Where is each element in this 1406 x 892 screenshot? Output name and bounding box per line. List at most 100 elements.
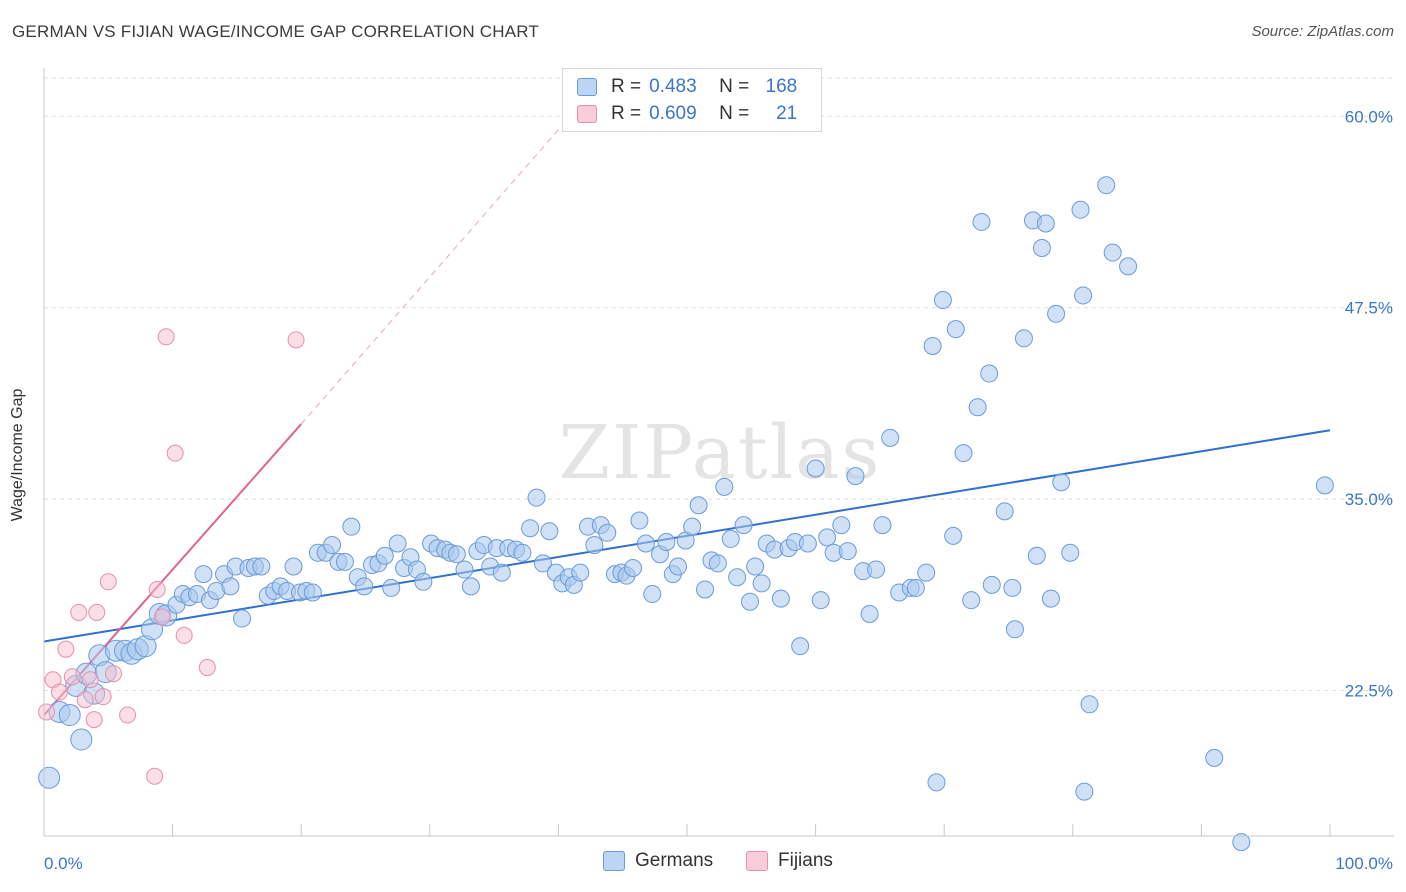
germans-swatch: [577, 78, 597, 96]
points-layer: [38, 176, 1334, 852]
german-point: [284, 557, 303, 576]
german-point: [791, 637, 810, 656]
german-point: [447, 545, 466, 564]
n-value: 168: [765, 76, 798, 97]
fijian-point: [85, 711, 103, 729]
german-point: [585, 536, 604, 555]
german-point: [832, 516, 851, 535]
german-point: [355, 577, 374, 596]
fijian-point: [88, 603, 106, 621]
fijian-point: [50, 683, 68, 701]
fijian-trend-extension: [300, 122, 566, 425]
legend-item-fijians[interactable]: Fijians: [746, 850, 833, 872]
german-point: [1032, 238, 1051, 257]
x-tick-label: 100.0%: [1335, 854, 1393, 873]
fijian-point: [70, 603, 88, 621]
legend-row-germans: R = 0.483 N = 168: [577, 74, 797, 100]
legend-label-fijians: Fijians: [778, 850, 833, 871]
source-label: Source: ZipAtlas.com: [1251, 23, 1394, 40]
german-point: [233, 609, 252, 628]
german-point: [1047, 304, 1066, 323]
german-point: [1074, 286, 1093, 305]
y-tick-label: 60.0%: [1345, 107, 1393, 126]
x-tick-label: 0.0%: [44, 854, 83, 873]
german-point: [513, 543, 532, 562]
german-point: [1052, 473, 1071, 492]
german-point: [335, 552, 354, 571]
german-point: [881, 428, 900, 447]
german-point: [982, 575, 1001, 594]
german-point: [1232, 833, 1251, 852]
german-point: [1205, 748, 1224, 767]
n-label: N =: [719, 76, 750, 97]
german-point: [492, 563, 511, 582]
german-point: [811, 591, 830, 610]
y-tick-label: 22.5%: [1345, 682, 1393, 701]
german-point: [771, 589, 790, 608]
german-point: [533, 554, 552, 573]
german-point: [630, 511, 649, 530]
german-point: [946, 320, 965, 339]
fijian-point: [153, 608, 171, 626]
german-point: [846, 467, 865, 486]
german-point: [917, 563, 936, 582]
legend-item-germans[interactable]: Germans: [603, 850, 713, 872]
grid-layer: [44, 77, 1394, 692]
german-point: [527, 488, 546, 507]
german-point: [728, 568, 747, 587]
r-label: R =: [611, 76, 642, 97]
german-point: [668, 557, 687, 576]
german-point: [598, 523, 617, 542]
fijian-point: [38, 703, 56, 721]
german-point: [923, 336, 942, 355]
german-point: [1005, 620, 1024, 639]
german-point: [194, 565, 213, 584]
german-point: [303, 583, 322, 602]
german-point: [708, 554, 727, 573]
legend-row-fijians: R = 0.609 N = 21: [577, 101, 797, 127]
n-label: N =: [719, 103, 750, 124]
german-point: [752, 574, 771, 593]
german-point: [860, 604, 879, 623]
german-point: [734, 516, 753, 535]
fijian-point: [104, 665, 122, 683]
legend-label-germans: Germans: [635, 850, 714, 871]
fijian-point: [94, 688, 112, 706]
german-point: [1103, 243, 1122, 262]
fijian-point: [198, 659, 216, 677]
german-point: [521, 519, 540, 538]
german-point: [657, 532, 676, 551]
fijians-swatch: [577, 105, 597, 123]
german-point: [636, 534, 655, 553]
german-point: [927, 773, 946, 792]
german-point: [70, 728, 93, 751]
german-point: [643, 585, 662, 604]
fijian-point: [76, 691, 94, 709]
fijian-point: [99, 573, 117, 591]
german-point: [933, 291, 952, 310]
german-point: [1061, 543, 1080, 562]
german-point: [58, 704, 81, 727]
german-point: [867, 560, 886, 579]
german-point: [1097, 176, 1116, 195]
axis-layer: 22.5% 35.0% 47.5% 60.0% 0.0% 100.0%: [43, 68, 1394, 873]
german-point: [746, 557, 765, 576]
german-point: [818, 528, 837, 547]
german-point: [388, 534, 407, 553]
german-point: [1080, 695, 1099, 714]
german-point: [944, 526, 963, 545]
germans-swatch: [603, 851, 625, 871]
fijian-point: [166, 444, 184, 462]
german-point: [1003, 578, 1022, 597]
german-point: [838, 542, 857, 561]
german-point: [954, 444, 973, 463]
fijian-point: [148, 580, 166, 598]
german-point: [798, 534, 817, 553]
correlation-legend: R = 0.483 N = 168 R = 0.609 N = 21: [562, 68, 822, 132]
fijian-point: [63, 668, 81, 686]
german-point: [461, 577, 480, 596]
fijian-point: [57, 640, 75, 658]
n-value: 21: [776, 103, 798, 124]
r-label: R =: [611, 103, 642, 124]
